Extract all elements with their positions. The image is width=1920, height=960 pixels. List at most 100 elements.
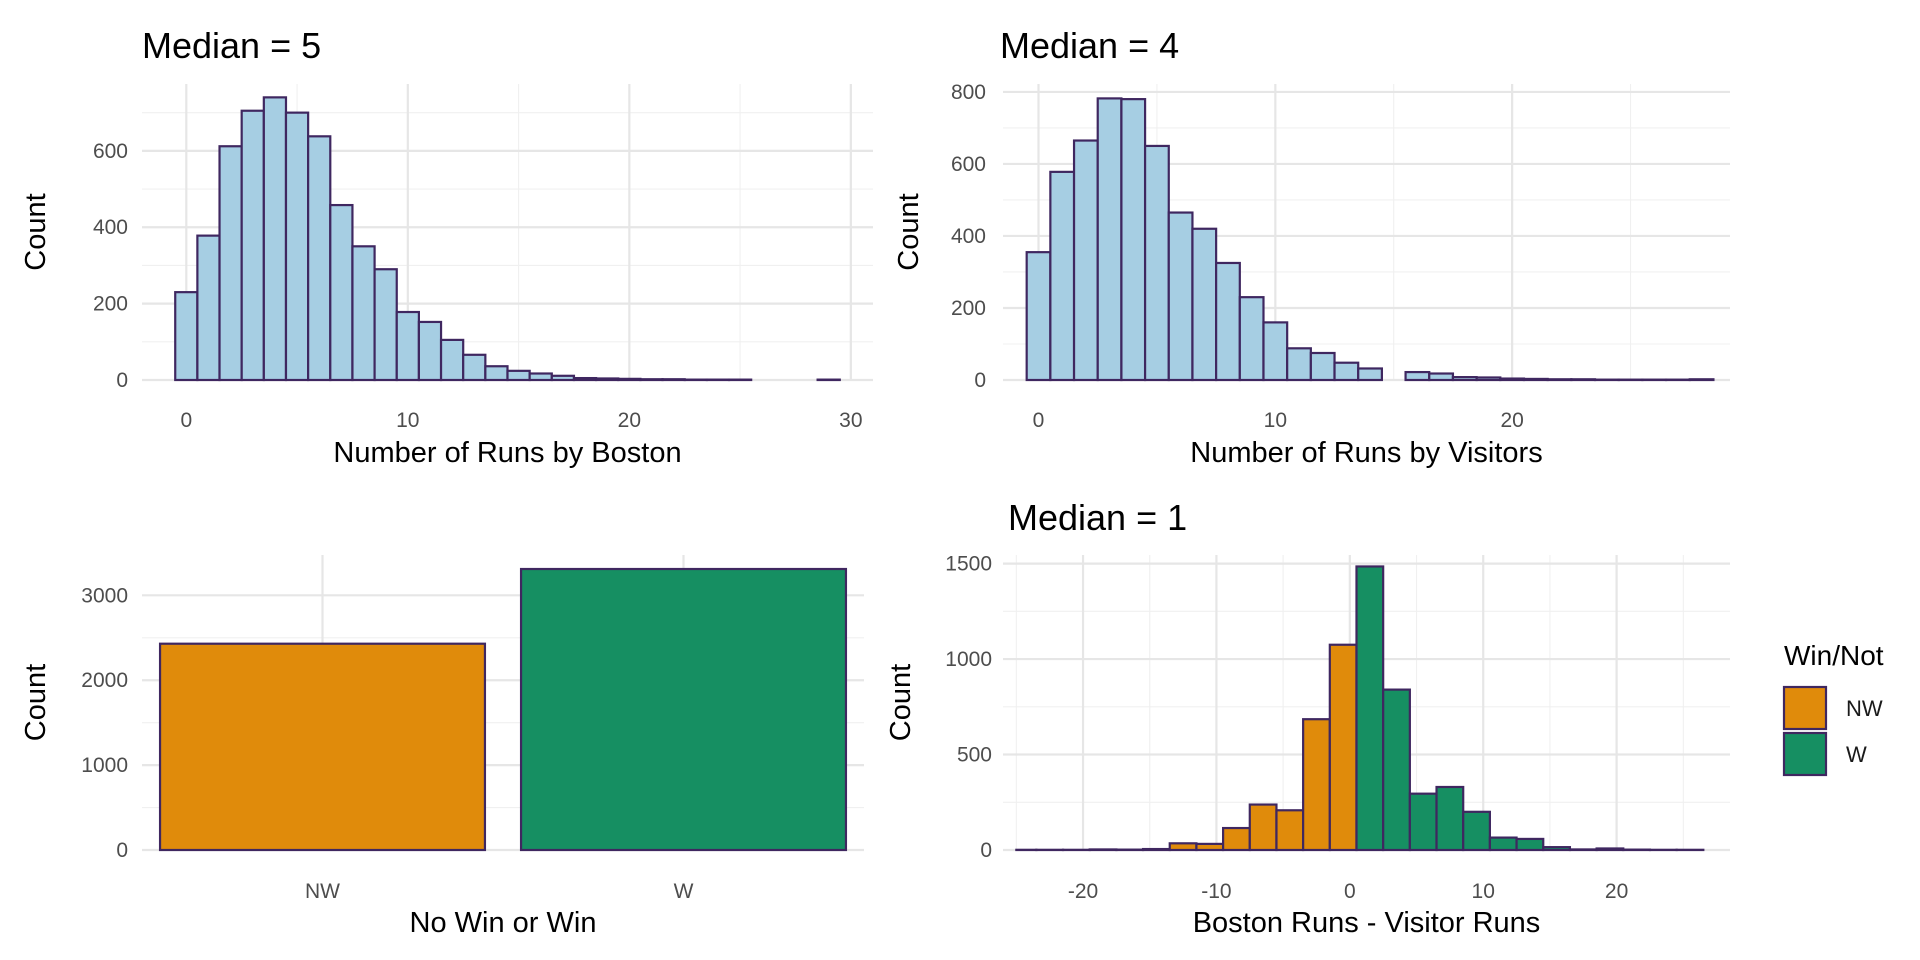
histogram-bar xyxy=(1462,810,1491,852)
y-tick-label: 1000 xyxy=(81,754,128,777)
histogram-bar xyxy=(1451,376,1478,382)
histogram-bar xyxy=(1072,139,1099,382)
histogram-bar xyxy=(1309,351,1336,382)
histogram-bar xyxy=(1049,170,1076,382)
x-tick-label: 20 xyxy=(1500,409,1523,432)
histogram-panel-3: 0 500 1000 1500 -20 -10 0 10 20 Median = 1 Boston … xyxy=(885,497,1730,939)
x-tick-label: 20 xyxy=(1605,880,1628,903)
histogram-bar xyxy=(1215,261,1241,382)
bar-panel: 0 1000 2000 3000 NW W No Win or Win Count xyxy=(20,555,864,939)
histogram-bar xyxy=(1275,809,1305,852)
histogram-bar xyxy=(262,96,288,382)
histogram-bar xyxy=(572,376,598,382)
histogram-panel-1: 0 200 400 600 800 0 10 20 Median = 4 Number of Ru… xyxy=(893,25,1730,469)
histogram-bar xyxy=(1408,792,1438,852)
histogram-bar xyxy=(1141,847,1171,852)
y-tick-label: 600 xyxy=(951,153,986,176)
bar-nw xyxy=(158,642,487,852)
y-tick-label: 500 xyxy=(957,744,992,767)
histogram-bar xyxy=(1088,848,1118,852)
histogram-bar xyxy=(484,365,509,382)
histogram-bar xyxy=(1191,227,1218,382)
histogram-bar xyxy=(1025,251,1052,382)
histogram-bar xyxy=(1499,377,1526,382)
y-tick-label: 200 xyxy=(93,293,128,316)
histogram-bar xyxy=(1688,378,1715,382)
histogram-bar xyxy=(1488,836,1518,852)
histogram-bar xyxy=(1515,837,1545,852)
histogram-bar xyxy=(1570,378,1597,382)
x-tick-label: 30 xyxy=(839,409,862,432)
y-axis-title: Count xyxy=(20,193,52,270)
histogram-bar xyxy=(1382,688,1411,852)
y-tick-label: 2000 xyxy=(81,669,128,692)
histogram-bar xyxy=(550,374,576,382)
histogram-bar xyxy=(1238,296,1265,382)
histogram-bar xyxy=(639,378,664,382)
histogram-bar xyxy=(218,145,243,382)
histogram-bar xyxy=(1167,211,1194,382)
x-tick-label: 10 xyxy=(1472,880,1495,903)
histogram-bar xyxy=(417,320,443,382)
histogram-bar xyxy=(1542,846,1572,852)
histogram-bar xyxy=(1248,803,1278,852)
histogram-bar xyxy=(661,378,686,382)
y-axis-title: Count xyxy=(893,193,925,270)
legend-title: Win/Not xyxy=(1784,640,1884,671)
chart-title: Median = 5 xyxy=(142,25,321,66)
histogram-bar xyxy=(307,135,332,382)
histogram-bar xyxy=(196,234,221,382)
histogram-bar xyxy=(1355,565,1385,852)
x-tick-label: NW xyxy=(305,880,340,903)
histogram-bar xyxy=(462,353,487,382)
histogram-bar xyxy=(1143,144,1170,382)
x-tick-label: 0 xyxy=(1344,880,1356,903)
histogram-bar xyxy=(1595,847,1625,852)
histogram-panel-0: 0 200 400 600 0 10 20 30 Median = 5 Number of Run… xyxy=(20,25,873,469)
histogram-bar xyxy=(1195,842,1225,852)
histogram-bar xyxy=(240,109,265,382)
histogram-bar xyxy=(595,377,620,382)
histogram-bar xyxy=(395,310,420,382)
histogram-bar xyxy=(439,338,465,382)
x-axis-title: No Win or Win xyxy=(410,907,597,939)
histogram-bar xyxy=(373,268,398,382)
histogram-bar xyxy=(506,369,531,382)
y-tick-label: 600 xyxy=(93,140,128,163)
histogram-bar xyxy=(528,372,553,382)
x-tick-label: 0 xyxy=(1033,409,1045,432)
histogram-bar xyxy=(1475,376,1502,382)
x-tick-label: -10 xyxy=(1201,880,1231,903)
histogram-bar xyxy=(1568,848,1598,852)
y-tick-label: 3000 xyxy=(81,584,128,607)
y-axis-title: Count xyxy=(20,664,52,741)
x-axis-title: Boston Runs - Visitor Runs xyxy=(1193,907,1541,939)
chart-title: Median = 4 xyxy=(1000,25,1179,66)
histogram-bar xyxy=(1546,378,1573,382)
legend-label: NW xyxy=(1846,696,1883,721)
histogram-bar xyxy=(174,291,199,382)
histogram-bar xyxy=(1428,372,1455,382)
x-tick-label: 20 xyxy=(618,409,641,432)
histogram-bar xyxy=(1120,98,1147,382)
legend-swatch-nw xyxy=(1782,685,1828,731)
histogram-bar xyxy=(1168,842,1198,852)
histogram-bar xyxy=(329,203,354,382)
histogram-bar xyxy=(1333,361,1360,382)
histogram-bar xyxy=(1357,367,1383,382)
y-tick-label: 0 xyxy=(116,839,128,862)
histogram-bar xyxy=(1328,643,1358,852)
y-tick-label: 1500 xyxy=(945,553,992,576)
histogram-bar xyxy=(1096,97,1123,382)
x-tick-label: 10 xyxy=(1264,409,1287,432)
histogram-bar xyxy=(284,111,310,382)
legend: Win/Not NW W xyxy=(1782,640,1884,777)
y-tick-label: 0 xyxy=(974,369,986,392)
x-axis-title: Number of Runs by Visitors xyxy=(1190,437,1542,469)
histogram-bar xyxy=(1286,347,1312,382)
legend-label: W xyxy=(1846,742,1867,767)
histogram-bar xyxy=(1404,370,1431,382)
x-tick-label: W xyxy=(674,880,694,903)
histogram-bar xyxy=(351,245,376,382)
